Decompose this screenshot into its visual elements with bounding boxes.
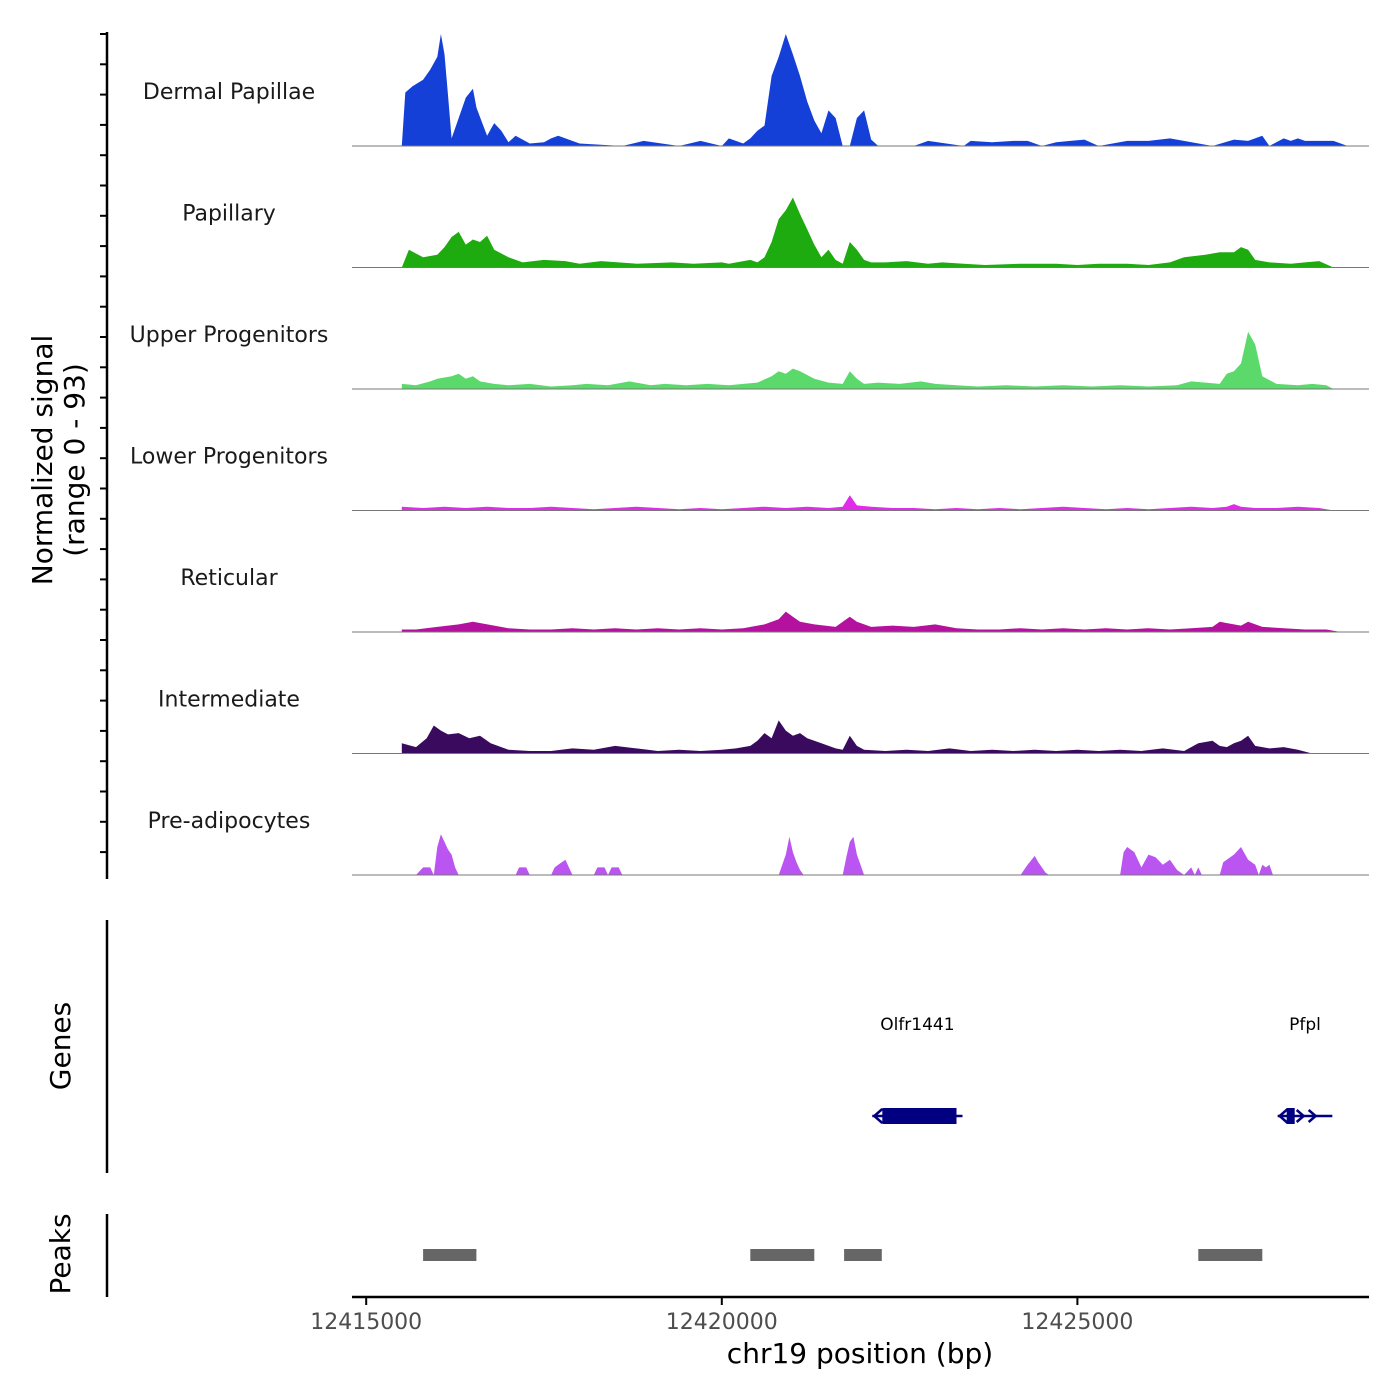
coverage-area-lower-progenitors bbox=[401, 495, 1334, 511]
coverage-area-papillary bbox=[401, 197, 1334, 268]
track-label: Pre-adipocytes bbox=[148, 809, 311, 834]
peak-bar bbox=[1198, 1249, 1263, 1261]
peak-bar bbox=[844, 1249, 882, 1261]
peaks-axis-title: Peaks bbox=[44, 1213, 77, 1294]
genes-axis-title: Genes bbox=[44, 1002, 77, 1090]
track-pre-adipocytes: Pre-adipocytes bbox=[148, 809, 1369, 876]
track-reticular: Reticular bbox=[180, 566, 1369, 633]
track-label: Reticular bbox=[180, 566, 278, 591]
coverage-area-intermediate bbox=[401, 720, 1313, 754]
track-lower-progenitors: Lower Progenitors bbox=[130, 445, 1369, 511]
y-axis-range-label: (range 0 - 93) bbox=[58, 363, 91, 557]
track-label: Lower Progenitors bbox=[130, 445, 328, 470]
track-label: Papillary bbox=[182, 202, 276, 227]
coverage-tracks: Dermal Papillae Papillary Upper Progenitor… bbox=[130, 34, 1369, 876]
gene-label: Pfpl bbox=[1289, 1015, 1321, 1035]
track-papillary: Papillary bbox=[182, 197, 1369, 268]
peak-bar bbox=[423, 1249, 477, 1261]
strand-arrow bbox=[872, 1108, 884, 1124]
gene-label: Olfr1441 bbox=[880, 1015, 954, 1035]
peak-regions bbox=[423, 1249, 1263, 1261]
track-label: Upper Progenitors bbox=[130, 323, 329, 348]
gene-exon bbox=[1286, 1108, 1295, 1124]
track-dermal-papillae: Dermal Papillae bbox=[143, 34, 1369, 147]
coverage-y-axis-ticks bbox=[100, 33, 107, 854]
track-upper-progenitors: Upper Progenitors bbox=[130, 323, 1369, 390]
y-axis-title: Normalized signal bbox=[26, 335, 59, 586]
x-axis-ticks: 12415000 12420000 12425000 bbox=[310, 1297, 1133, 1335]
coverage-area-upper-progenitors bbox=[401, 331, 1334, 389]
strand-arrow bbox=[1307, 1109, 1318, 1123]
x-tick-label: 12420000 bbox=[666, 1310, 778, 1335]
gene-exon bbox=[882, 1108, 957, 1124]
gene-olfr1441: Olfr1441 bbox=[872, 1015, 963, 1124]
track-label: Intermediate bbox=[158, 688, 300, 713]
x-tick-label: 12415000 bbox=[310, 1310, 422, 1335]
peak-bar bbox=[750, 1249, 815, 1261]
gene-pfpl: Pfpl bbox=[1277, 1015, 1333, 1124]
strand-arrow bbox=[1277, 1108, 1289, 1124]
x-tick-label: 12425000 bbox=[1021, 1310, 1133, 1335]
coverage-area-pre-adipocytes bbox=[416, 834, 1273, 875]
coverage-area-reticular bbox=[401, 611, 1341, 632]
gene-annotations: Olfr1441 Pfpl bbox=[872, 1015, 1333, 1124]
x-axis-title: chr19 position (bp) bbox=[727, 1337, 993, 1370]
coverage-area-dermal-papillae bbox=[401, 34, 1348, 146]
track-intermediate: Intermediate bbox=[158, 688, 1369, 754]
strand-arrow bbox=[1295, 1109, 1306, 1123]
track-label: Dermal Papillae bbox=[143, 80, 315, 105]
